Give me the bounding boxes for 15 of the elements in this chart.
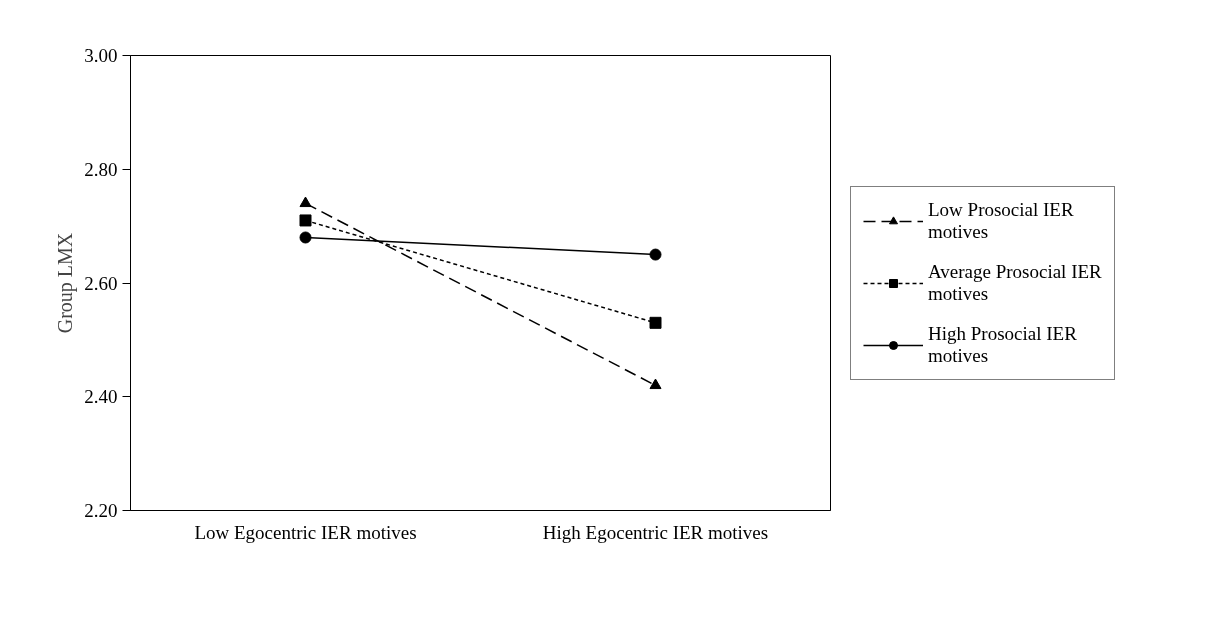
y-tick-label: 2.40 (84, 386, 118, 408)
y-tick-label: 3.00 (84, 45, 118, 66)
y-tick-label: 2.80 (84, 158, 118, 180)
y-tick-label: 2.60 (84, 272, 118, 294)
point (649, 248, 662, 261)
point (299, 231, 312, 244)
x-tick-label: High Egocentric IER motives (542, 521, 769, 543)
y-tick-label: 2.20 (84, 500, 118, 521)
legend-label: High Prosocial IER motives (928, 322, 1077, 367)
point (649, 316, 662, 329)
y-axis-title: Group LMX (54, 232, 78, 334)
legend-label: Average Prosocial IER motives (928, 260, 1102, 305)
x-tick-label: Low Egocentric IER motives (194, 521, 417, 543)
legend-label: Low Prosocial IER motives (928, 198, 1074, 243)
point (299, 214, 312, 227)
